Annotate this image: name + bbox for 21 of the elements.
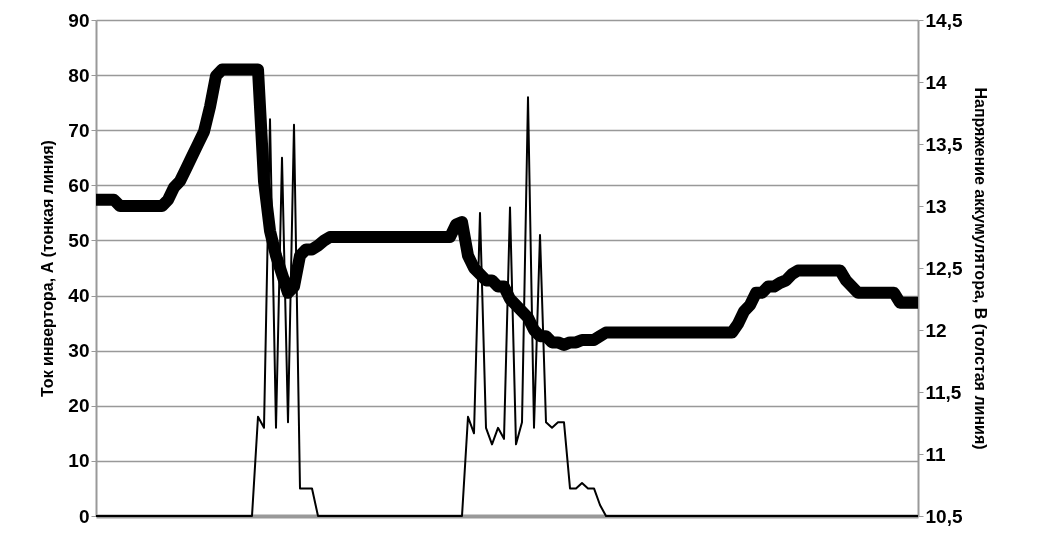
y2-tick-label: 11	[925, 443, 947, 465]
y2-axis-title: Напряжение аккумулятора, В (толстая линия)	[972, 87, 990, 450]
y2-tick-label: 14	[925, 71, 948, 93]
y-tick-label: 10	[68, 450, 90, 472]
y-tick-label: 20	[68, 395, 90, 417]
y-tick-label: 70	[68, 119, 90, 141]
y2-tick-label: 12	[925, 319, 947, 341]
y-tick-label: 80	[68, 64, 90, 86]
y-tick-label: 60	[68, 174, 90, 196]
y2-tick-label: 13,5	[925, 133, 963, 155]
y-tick-label: 90	[68, 9, 90, 31]
y-axis-title: Ток инвертора, А (тонкая линия)	[39, 140, 57, 397]
y2-tick-label: 10,5	[925, 505, 963, 527]
y-tick-label: 0	[78, 505, 90, 527]
y-tick-label: 30	[68, 340, 90, 362]
y-tick-label: 40	[68, 285, 90, 307]
y2-tick-label: 11,5	[925, 381, 962, 403]
y2-tick-label: 12,5	[925, 257, 963, 279]
y2-tick-label: 14,5	[925, 9, 963, 31]
y2-tick-label: 13	[925, 195, 947, 217]
y-tick-label: 50	[68, 229, 90, 251]
